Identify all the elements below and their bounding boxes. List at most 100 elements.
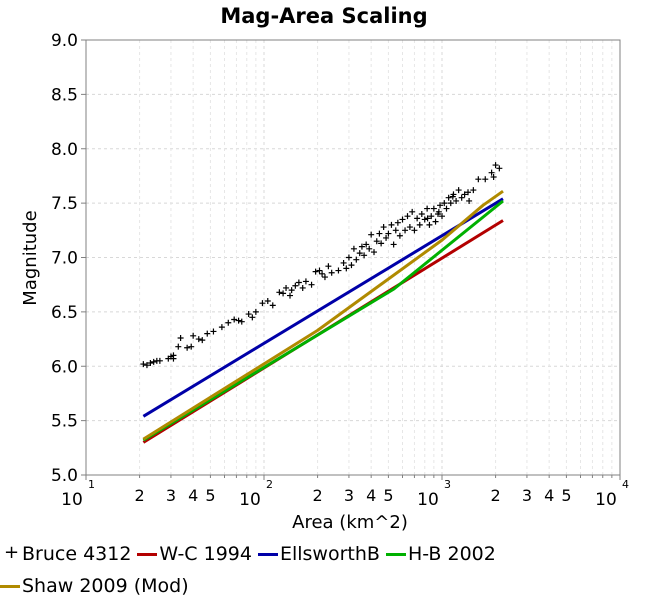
data-point [430,205,437,212]
data-point [411,227,418,234]
data-point [299,284,306,291]
data-point [443,205,450,212]
x-minor-tick-label: 5 [205,486,215,505]
data-point [252,308,259,315]
data-point [348,262,355,269]
data-point [249,314,256,321]
data-point [140,361,147,368]
data-point [353,256,360,263]
x-tick-label: 10 [595,490,617,510]
data-point [259,300,266,307]
data-point [373,238,380,245]
data-point [312,268,319,275]
data-point [424,215,431,222]
legend-item-hb2002: H-B 2002 [385,543,496,565]
x-minor-tick-label: 3 [344,486,354,505]
data-point [445,194,452,201]
line-swatch-icon [0,576,20,596]
x-minor-tick-label: 4 [366,486,376,505]
data-point [321,274,328,281]
data-point [287,292,294,299]
series-line [142,199,504,442]
data-point [210,328,217,335]
data-point [461,191,468,198]
data-point [475,176,482,183]
data-point [156,357,163,364]
legend: + Bruce 4312 W-C 1994 EllsworthB H-B 200… [0,538,650,602]
x-axis-label: Area (km^2) [292,512,408,533]
y-tick-label: 5.0 [51,466,78,486]
data-point [380,224,387,231]
data-point [177,334,184,341]
legend-label: EllsworthB [279,543,380,565]
data-point [235,317,242,324]
data-point [345,254,352,261]
data-point [432,218,439,225]
y-tick-label: 9.0 [51,31,78,51]
data-point [428,213,435,220]
line-swatch-icon [385,544,406,564]
x-tick-label: 10 [61,490,83,510]
data-point [449,193,456,200]
data-point [335,267,342,274]
data-point [316,267,323,274]
y-tick-label: 6.0 [51,357,78,377]
x-minor-tick-label: 2 [490,486,500,505]
data-point [418,211,425,217]
data-point [302,278,309,285]
data-point [394,219,401,226]
x-minor-tick-label: 5 [383,486,393,505]
legend-item-ellsworthb: EllsworthB [257,543,380,565]
data-point [218,324,225,331]
legend-label: W-C 1994 [159,543,252,565]
data-point [295,279,302,286]
x-tick-exponent: 1 [88,478,95,491]
x-minor-tick-label: 2 [312,486,322,505]
data-point [238,318,245,325]
data-point [366,245,373,252]
x-minor-tick-label: 4 [544,486,554,505]
x-tick-exponent: 2 [266,478,273,491]
x-minor-tick-label: 4 [188,486,198,505]
data-point [447,200,454,207]
data-point [358,243,365,250]
x-minor-tick-label: 2 [134,486,144,505]
data-point [328,269,335,276]
y-axis: 5.0 5.5 6.0 6.5 7.0 7.5 8.0 8.5 9.0 [51,31,86,486]
legend-item-shaw2009: Shaw 2009 (Mod) [0,575,189,597]
data-point [453,197,460,204]
data-point [195,336,202,343]
data-point [264,298,271,304]
data-point [204,330,211,337]
data-point [350,245,357,252]
legend-label: Bruce 4312 [22,543,132,565]
data-point [470,187,477,194]
data-point [288,287,295,294]
data-point [340,259,347,266]
data-point [361,252,368,259]
mag-area-chart: Mag-Area Scaling 5.0 5.5 6.0 6.5 7.0 7.5 8.0 8.… [20,4,629,533]
data-point [150,358,157,365]
data-point [424,205,431,212]
data-point [465,189,472,196]
x-tick-label: 10 [239,490,261,510]
data-point [245,311,252,318]
y-tick-label: 7.0 [51,249,78,269]
data-point [437,202,444,209]
data-point [190,332,197,339]
data-point [492,162,499,169]
x-tick-exponent: 3 [444,478,451,491]
data-point [396,232,403,239]
data-point [363,241,370,248]
data-point [269,302,276,309]
data-point [383,234,390,241]
y-tick-label: 7.5 [51,194,78,214]
data-point [385,230,392,237]
data-point [466,197,473,204]
data-point [143,362,150,369]
data-point [482,176,489,183]
data-point [292,282,299,289]
line-swatch-icon [137,544,158,564]
data-point [371,249,378,256]
data-point [404,213,411,220]
